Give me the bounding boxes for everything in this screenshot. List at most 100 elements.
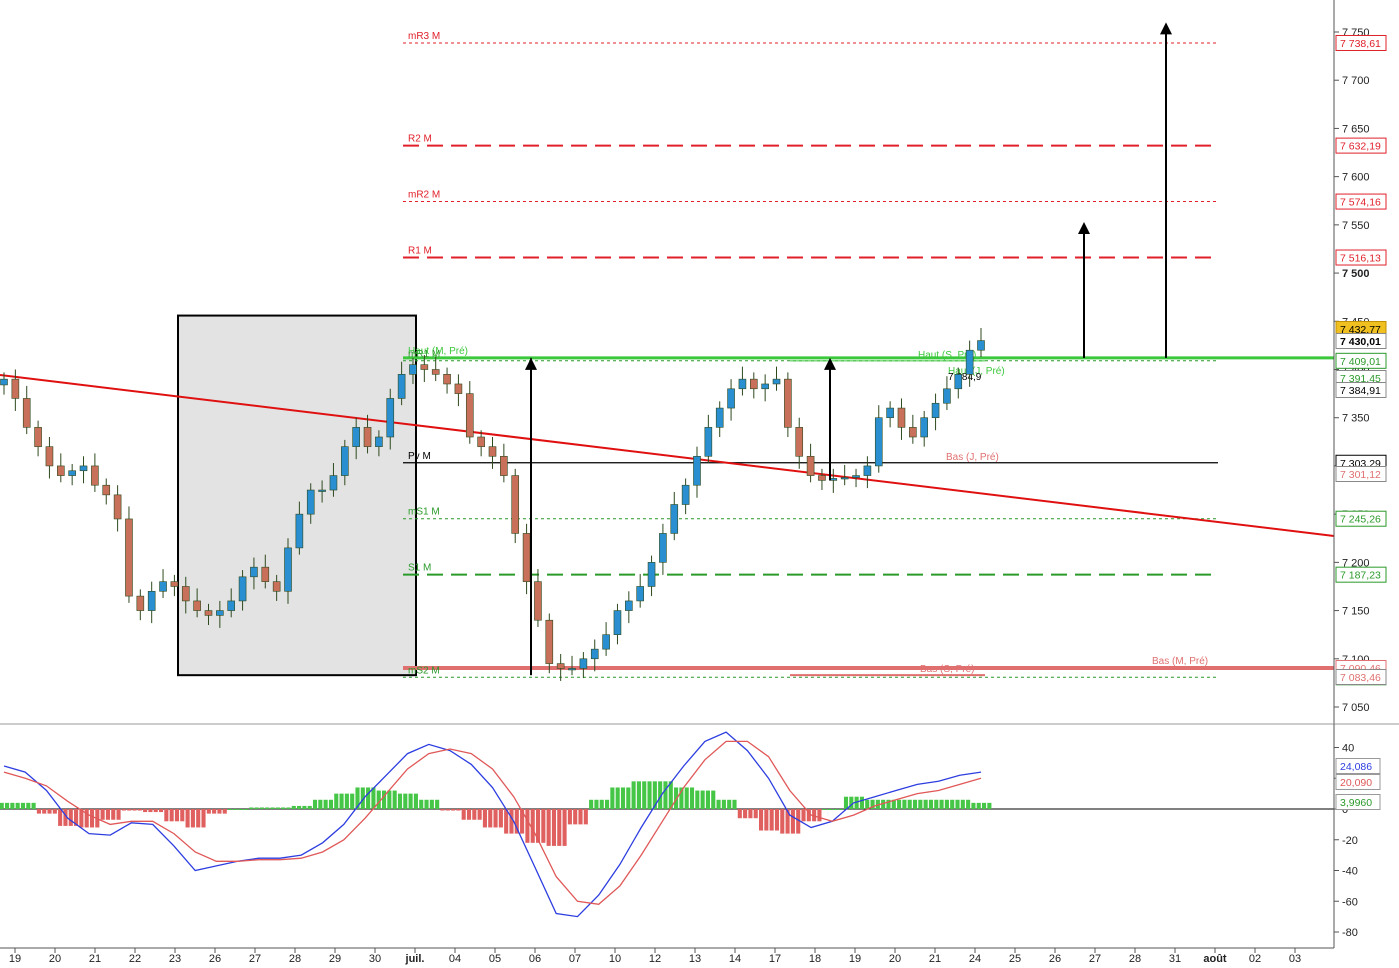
date-tick-label: 18 [809,953,821,965]
candle-body [965,349,974,375]
macd-histogram-bar [716,799,721,809]
date-tick-label: 19 [9,953,21,965]
date-tick-label: 04 [449,953,461,965]
candle-body [977,340,985,351]
price-box [1335,566,1387,583]
macd-histogram-bar [307,805,312,809]
macd-histogram-bar [806,809,811,822]
level-label: mR3 M [408,31,440,42]
date-axis: 19 20 21 22 23 26 27 28 29 30 juil. 04 05 06 07 10 12 13 1… [9,948,1301,965]
macd-histogram-bar [488,809,493,828]
macd-histogram-bar [63,809,68,826]
level-extra-label: Bas (J, Pré) [946,452,999,463]
macd-histogram-bar [987,802,992,809]
level-extra-label: Haut (S, Pré) [918,350,976,361]
date-tick-label: 13 [689,953,701,965]
macd-histogram-bar [360,787,365,809]
candle-body [897,407,906,428]
price-box [1335,193,1387,210]
candle-body [840,477,849,480]
price-tick-label: 7 650 [1342,123,1370,135]
macd-histogram-bar [413,793,418,809]
level-label: Bas (M, Pré) [1152,656,1208,667]
macd-histogram-bar [514,809,519,834]
date-tick-label: 14 [729,953,741,965]
macd-histogram-bar [222,809,227,814]
macd-histogram-bar [748,809,753,819]
macd-histogram-bar [817,809,822,822]
candle-body [625,600,633,611]
candle-body [0,378,8,386]
candle-body [102,484,111,496]
macd-histogram-bar [982,802,987,809]
level-label: S1 M [408,563,431,574]
consolidation-box [177,314,417,677]
macd-histogram-bar [339,793,344,809]
candle-body [57,465,65,476]
macd-histogram-bar [180,809,185,822]
date-tick-label: 24 [969,953,981,965]
macd-histogram-bar [912,799,918,809]
date-tick-label: 23 [169,953,181,965]
candle-body [613,610,622,635]
candle-body [818,475,826,481]
macd-histogram-bar [429,799,434,809]
macd-histogram-bar [79,809,84,828]
macd-histogram-bar [843,796,849,809]
price-box [1335,249,1387,266]
macd-histogram-bar [881,799,886,809]
candle-body [363,427,372,447]
date-tick-label: juil. [405,953,425,965]
macd-histogram-bar [695,790,700,809]
macd-histogram-bar [854,796,859,809]
candle-body [272,581,281,592]
candle-body [465,393,474,438]
macd-histogram-bar [727,799,732,809]
macd-histogram-bar [403,793,408,809]
candle-body [568,668,576,671]
candle-body [590,648,599,660]
date-tick-label: 20 [49,953,61,965]
macd-histogram-bar [26,802,31,809]
macd-histogram-bar [190,809,195,828]
candle-body [659,533,667,563]
price-tick-label: 7 350 [1342,413,1370,425]
macd-tick-label: -40 [1342,866,1358,878]
price-box-label: 7 301,12 [1340,469,1381,481]
level-label: mS2 M [408,665,440,676]
candle-body [204,610,213,616]
macd-tick-label: -60 [1342,896,1358,908]
macd-histogram-bar [217,809,222,814]
level-extra-label: 7 384,9 [948,372,982,383]
macd-histogram-bar [143,809,148,813]
macd-histogram-bar [169,809,174,822]
macd-histogram-bar [886,799,891,809]
macd-histogram-bar [328,799,334,809]
macd-histogram-bar [148,809,153,813]
price-box [1335,466,1387,482]
candle-body [852,475,860,478]
macd-histogram-bar [196,809,201,828]
candle-body [511,475,520,534]
macd-histogram-bar [928,799,934,809]
macd-histogram-bar [674,787,679,809]
macd-histogram-bar [658,781,663,809]
macd-histogram-bar [461,809,466,820]
macd-histogram-bar [737,809,742,819]
macd-histogram-bar [679,787,684,809]
macd-histogram-bar [642,781,647,809]
candle-body [454,383,463,394]
macd-histogram-bar [668,781,673,809]
date-tick-label: 17 [769,953,781,965]
macd-histogram-bar [950,799,955,809]
candle-body [170,581,179,587]
macd-histogram-bar [907,799,912,809]
macd-histogram-bar [381,790,387,809]
macd-value-label: 3,9960 [1340,797,1372,809]
macd-histogram-bar [833,809,838,810]
macd-histogram-bar [764,809,769,831]
candle-body [227,600,236,611]
candle-body [954,374,963,390]
date-tick-label: 26 [209,953,221,965]
